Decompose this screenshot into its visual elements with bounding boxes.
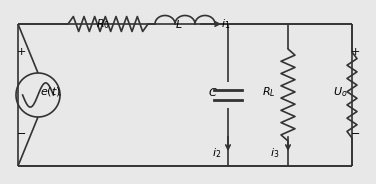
Text: $R_L$: $R_L$ (262, 85, 276, 99)
Text: $e(t)$: $e(t)$ (40, 86, 61, 98)
Text: $U_o$: $U_o$ (333, 85, 347, 99)
Text: $-$: $-$ (16, 128, 26, 137)
Text: $+$: $+$ (350, 46, 361, 57)
Text: $L$: $L$ (175, 18, 182, 30)
Text: $C$: $C$ (208, 86, 217, 98)
Text: $i_2$: $i_2$ (212, 146, 221, 160)
Text: $R_0$: $R_0$ (96, 17, 111, 31)
Text: $i_3$: $i_3$ (270, 146, 279, 160)
Text: $+$: $+$ (15, 46, 26, 57)
Text: $-$: $-$ (350, 128, 360, 137)
Text: $i_1$: $i_1$ (221, 17, 230, 31)
